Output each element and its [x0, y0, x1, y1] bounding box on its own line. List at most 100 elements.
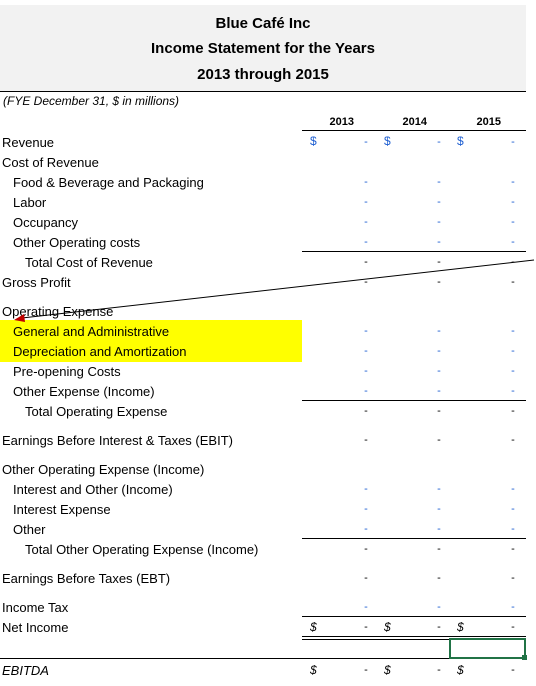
value-income-tax-2014[interactable]: - [437, 601, 441, 613]
value-other-2015[interactable]: - [511, 523, 515, 535]
row-label-gross-profit: Gross Profit [2, 275, 71, 290]
value-food-bev-2013[interactable]: - [364, 176, 368, 188]
row-label-income-tax: Income Tax [2, 600, 69, 615]
year-header-2014: 2014 [402, 116, 427, 128]
value-total-operating-expense-2015[interactable]: - [511, 405, 515, 417]
value-food-bev-2014[interactable]: - [437, 176, 441, 188]
year-header-2013: 2013 [329, 116, 354, 128]
value-labor-2015[interactable]: - [511, 196, 515, 208]
net-income-rule-double [302, 639, 526, 640]
row-label-labor: Labor [13, 195, 47, 210]
row-label-revenue: Revenue [2, 135, 55, 150]
value-total-cost-of-revenue-2014[interactable]: - [437, 256, 441, 268]
subtotal-rule-income-tax [302, 616, 526, 617]
value-total-other-operating-expense-2014[interactable]: - [437, 543, 441, 555]
net-income-rule-top [302, 636, 526, 637]
row-label-interest-and-other: Interest and Other (Income) [13, 482, 173, 497]
value-d-and-a-2013[interactable]: - [364, 345, 368, 357]
value-labor-2014[interactable]: - [437, 196, 441, 208]
value-ebitda-2014[interactable]: - [437, 664, 441, 676]
value-gross-profit-2015[interactable]: - [511, 276, 515, 288]
value-ebt-2013[interactable]: - [364, 572, 368, 584]
value-total-operating-expense-2013[interactable]: - [364, 405, 368, 417]
value-other-operating-costs-2014[interactable]: - [437, 236, 441, 248]
row-label-preopening: Pre-opening Costs [13, 364, 121, 379]
value-net-income-2013[interactable]: - [364, 621, 368, 633]
value-revenue-2013[interactable]: - [364, 136, 368, 148]
value-ebitda-2013[interactable]: - [364, 664, 368, 676]
value-ebit-2013[interactable]: - [364, 434, 368, 446]
value-interest-and-other-2014[interactable]: - [437, 483, 441, 495]
value-other-expense-income-2013[interactable]: - [364, 385, 368, 397]
value-food-bev-2015[interactable]: - [511, 176, 515, 188]
value-g-and-a-2015[interactable]: - [511, 325, 515, 337]
dollar-ebitda-2015: $ [457, 663, 464, 677]
row-label-other-expense-income: Other Expense (Income) [13, 384, 155, 399]
title-block [0, 5, 526, 91]
value-net-income-2014[interactable]: - [437, 621, 441, 633]
value-interest-and-other-2013[interactable]: - [364, 483, 368, 495]
value-other-2014[interactable]: - [437, 523, 441, 535]
value-d-and-a-2015[interactable]: - [511, 345, 515, 357]
row-label-other-operating-expense-income: Other Operating Expense (Income) [2, 462, 205, 477]
value-interest-expense-2014[interactable]: - [437, 503, 441, 515]
value-interest-expense-2013[interactable]: - [364, 503, 368, 515]
value-ebitda-2015[interactable]: - [511, 664, 515, 676]
value-income-tax-2013[interactable]: - [364, 601, 368, 613]
value-ebit-2015[interactable]: - [511, 434, 515, 446]
value-labor-2013[interactable]: - [364, 196, 368, 208]
dollar-net-income-2015: $ [457, 620, 464, 634]
value-g-and-a-2014[interactable]: - [437, 325, 441, 337]
highlight-d-and-a [0, 341, 302, 362]
row-label-other-operating-costs: Other Operating costs [13, 235, 141, 250]
row-label-interest-expense: Interest Expense [13, 502, 111, 517]
subtotal-rule-cost-of-revenue [302, 251, 526, 252]
ebitda-rule [0, 658, 526, 659]
value-other-operating-costs-2013[interactable]: - [364, 236, 368, 248]
row-label-total-cost-of-revenue: Total Cost of Revenue [25, 255, 153, 270]
row-label-ebit: Earnings Before Interest & Taxes (EBIT) [2, 433, 233, 448]
row-label-other: Other [13, 522, 46, 537]
value-interest-expense-2015[interactable]: - [511, 503, 515, 515]
value-gross-profit-2014[interactable]: - [437, 276, 441, 288]
value-preopening-2014[interactable]: - [437, 365, 441, 377]
value-other-expense-income-2014[interactable]: - [437, 385, 441, 397]
value-gross-profit-2013[interactable]: - [364, 276, 368, 288]
value-total-other-operating-expense-2015[interactable]: - [511, 543, 515, 555]
row-label-food-bev: Food & Beverage and Packaging [13, 175, 204, 190]
value-g-and-a-2013[interactable]: - [364, 325, 368, 337]
value-other-expense-income-2015[interactable]: - [511, 385, 515, 397]
value-ebt-2015[interactable]: - [511, 572, 515, 584]
company-name: Blue Café Inc [215, 15, 311, 32]
value-total-cost-of-revenue-2013[interactable]: - [364, 256, 368, 268]
row-label-ebt: Earnings Before Taxes (EBT) [2, 571, 171, 586]
value-occupancy-2014[interactable]: - [437, 216, 441, 228]
active-cell-selection[interactable] [449, 638, 526, 659]
value-ebt-2014[interactable]: - [437, 572, 441, 584]
row-label-net-income: Net Income [2, 620, 69, 635]
value-ebit-2014[interactable]: - [437, 434, 441, 446]
statement-title: Income Statement for the Years [151, 40, 375, 57]
dollar-revenue-2014: $ [384, 134, 391, 148]
value-other-2013[interactable]: - [364, 523, 368, 535]
value-net-income-2015[interactable]: - [511, 621, 515, 633]
value-revenue-2014[interactable]: - [437, 136, 441, 148]
subtotal-rule-operating-expense [302, 400, 526, 401]
value-preopening-2015[interactable]: - [511, 365, 515, 377]
year-header-2015: 2015 [476, 116, 501, 128]
fill-handle[interactable] [522, 655, 527, 660]
row-label-cost-of-revenue: Cost of Revenue [2, 155, 99, 170]
value-preopening-2013[interactable]: - [364, 365, 368, 377]
value-revenue-2015[interactable]: - [511, 136, 515, 148]
value-total-other-operating-expense-2013[interactable]: - [364, 543, 368, 555]
value-other-operating-costs-2015[interactable]: - [511, 236, 515, 248]
value-d-and-a-2014[interactable]: - [437, 345, 441, 357]
dollar-ebitda-2013: $ [310, 663, 317, 677]
row-label-d-and-a: Depreciation and Amortization [13, 344, 187, 359]
value-occupancy-2015[interactable]: - [511, 216, 515, 228]
value-income-tax-2015[interactable]: - [511, 601, 515, 613]
value-occupancy-2013[interactable]: - [364, 216, 368, 228]
value-total-operating-expense-2014[interactable]: - [437, 405, 441, 417]
value-interest-and-other-2015[interactable]: - [511, 483, 515, 495]
